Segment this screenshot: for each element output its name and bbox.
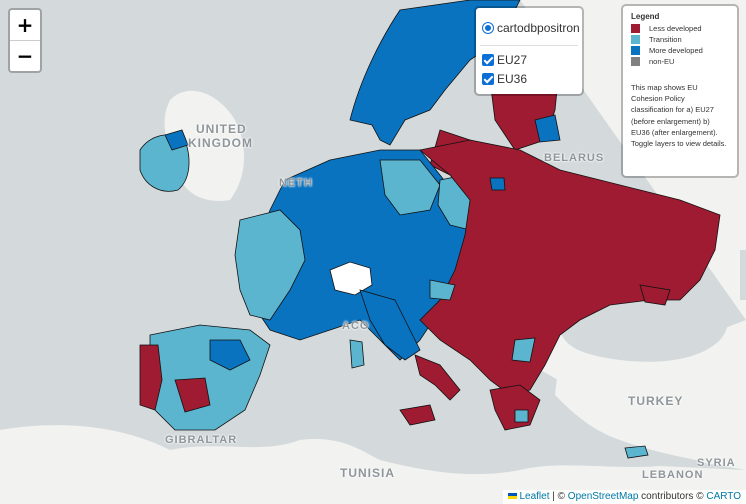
region-italy-north: [359, 289, 421, 361]
legend-swatch: [631, 46, 640, 55]
zoom-out-button[interactable]: −: [16, 44, 34, 68]
legend-panel: Legend Less developed Transition More de…: [621, 4, 739, 178]
region-spain-less: [174, 377, 211, 413]
label-kingdom: KINGDOM: [188, 136, 253, 150]
legend-item-label: Transition: [649, 35, 682, 44]
attribution-contributors: contributors ©: [638, 491, 707, 502]
zoom-control: + −: [8, 8, 42, 73]
land-anatolia: [555, 350, 746, 470]
label-belarus: BELARUS: [544, 152, 605, 164]
legend-title: Legend: [631, 12, 660, 21]
legend-item-transition: Transition: [631, 34, 729, 45]
legend-swatch: [631, 57, 640, 66]
region-france-transition: [234, 209, 306, 321]
legend-item-non-eu: non-EU: [631, 56, 729, 67]
overlay-eu27-option[interactable]: EU27: [482, 53, 527, 67]
label-netherlands: NETH: [279, 177, 313, 189]
region-italy-south: [414, 354, 461, 401]
base-layer-label: cartodbpositron: [497, 21, 580, 35]
legend-item-label: non-EU: [649, 57, 675, 66]
land-north-africa: [0, 425, 746, 504]
region-greece: [489, 384, 541, 431]
label-united: UNITED: [196, 122, 247, 136]
checkbox-checked-icon[interactable]: [482, 73, 494, 85]
radio-selected-icon[interactable]: [482, 22, 494, 34]
legend-item-less-developed: Less developed: [631, 23, 729, 34]
region-sicily: [399, 404, 436, 426]
label-monaco: ACO: [342, 320, 370, 332]
label-syria: SYRIA: [697, 457, 736, 469]
region-sardinia: [349, 339, 365, 369]
region-cyprus: [624, 445, 649, 459]
legend-item-label: Less developed: [649, 24, 702, 33]
overlay-eu36-option[interactable]: EU36: [482, 72, 527, 86]
legend-item-label: More developed: [649, 46, 703, 55]
region-warsaw: [489, 177, 506, 191]
overlay-eu36-label: EU36: [497, 72, 528, 86]
ukraine-flag-icon: [508, 493, 518, 499]
checkbox-checked-icon[interactable]: [482, 54, 494, 66]
region-uk-ni: [164, 129, 189, 151]
zoom-in-button[interactable]: +: [10, 10, 40, 41]
region-bulgaria-transition: [511, 337, 536, 363]
region-spain-more: [209, 339, 251, 371]
region-germany-east: [379, 159, 441, 216]
legend-item-more-developed: More developed: [631, 45, 729, 56]
legend-note: This map shows EU Cohesion Policy classi…: [631, 83, 727, 149]
region-hungary-transition: [429, 279, 456, 301]
attribution-separator: | ©: [549, 491, 568, 502]
region-switzerland: [329, 261, 373, 296]
sea-caspian-hint: [740, 250, 746, 300]
region-st-petersburg-area: [534, 114, 561, 143]
attribution-bar: Leaflet | © OpenStreetMap contributors ©…: [503, 490, 746, 504]
label-tunisia: TUNISIA: [340, 466, 395, 480]
base-layer-option[interactable]: cartodbpositron: [482, 21, 580, 35]
sea-black: [560, 300, 729, 362]
label-lebanon: LEBANON: [642, 469, 704, 481]
label-gibraltar: GIBRALTAR: [165, 434, 238, 446]
layer-control: cartodbpositron EU27 EU36: [474, 6, 584, 96]
layer-separator: [480, 45, 578, 46]
leaflet-link[interactable]: Leaflet: [519, 491, 550, 502]
osm-link[interactable]: OpenStreetMap: [567, 491, 639, 502]
legend-swatch: [631, 24, 640, 33]
region-athens: [514, 409, 529, 423]
carto-link[interactable]: CARTO: [706, 491, 741, 502]
region-crimea: [639, 284, 671, 306]
legend-swatch: [631, 35, 640, 44]
overlay-eu27-label: EU27: [497, 53, 528, 67]
region-portugal: [139, 344, 163, 411]
label-turkey: TURKEY: [628, 394, 684, 408]
